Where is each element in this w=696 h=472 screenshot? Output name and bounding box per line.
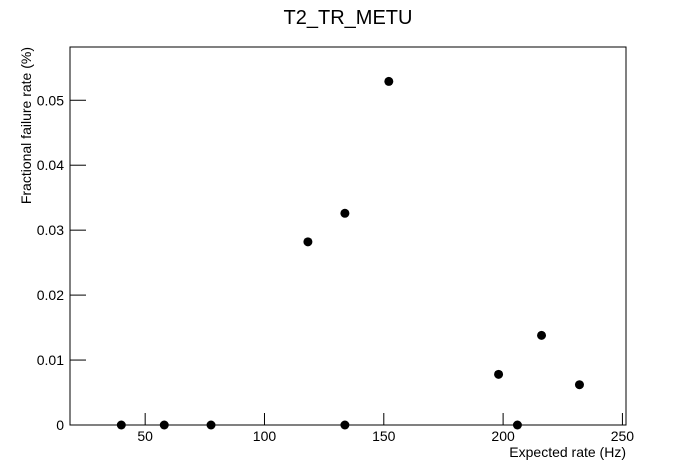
y-tick-label: 0.02 <box>37 287 64 303</box>
point <box>159 420 169 430</box>
y-tick-label: 0.04 <box>37 157 64 173</box>
point <box>537 330 547 340</box>
y-tick-label: 0 <box>56 417 64 433</box>
y-tick-label: 0.05 <box>37 92 64 108</box>
point <box>574 380 584 390</box>
point <box>512 420 522 430</box>
point <box>494 369 504 379</box>
x-tick-label: 100 <box>253 428 277 444</box>
point <box>340 208 350 218</box>
x-tick-label: 200 <box>491 428 515 444</box>
x-tick-label: 50 <box>137 428 153 444</box>
point <box>116 420 126 430</box>
y-tick-label: 0.03 <box>37 222 64 238</box>
y-tick-label: 0.01 <box>37 352 64 368</box>
y-axis-label: Fractional failure rate (%) <box>18 47 34 204</box>
point <box>340 420 350 430</box>
x-axis-label: Expected rate (Hz) <box>509 444 626 460</box>
point <box>206 420 216 430</box>
chart-title: T2_TR_METU <box>284 7 413 29</box>
x-tick-label: 150 <box>372 428 396 444</box>
x-tick-label: 250 <box>611 428 635 444</box>
point <box>384 76 394 86</box>
point <box>303 237 313 247</box>
